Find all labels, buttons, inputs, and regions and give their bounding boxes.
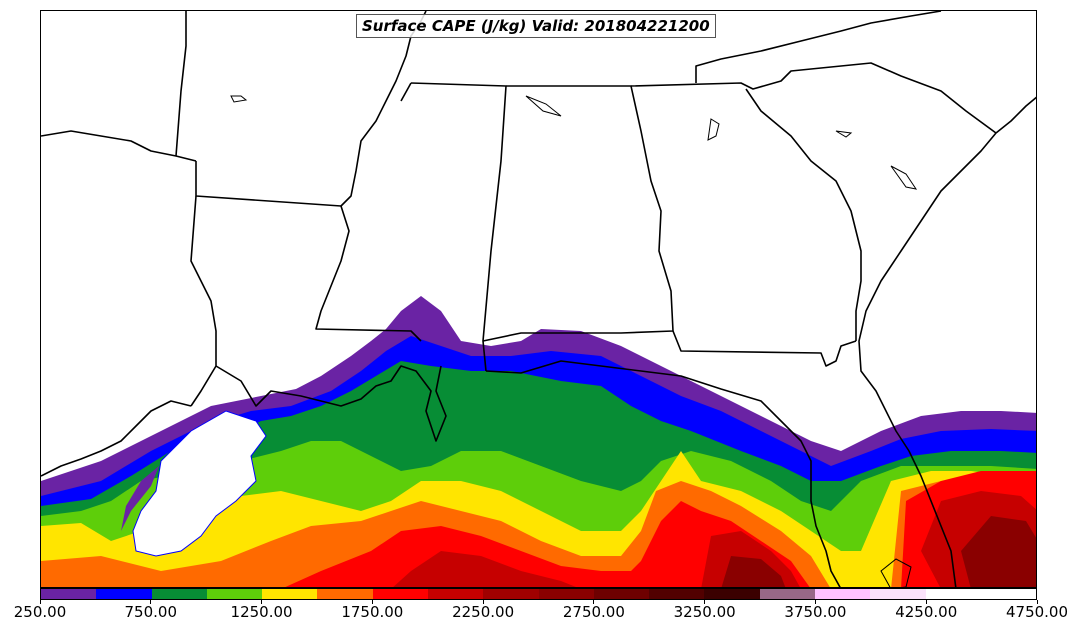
colorbar-swatch <box>593 589 650 599</box>
colorbar-swatch <box>538 589 594 599</box>
colorbar-swatch <box>759 589 815 599</box>
colorbar-swatch <box>980 589 1037 599</box>
colorbar-tick <box>371 600 373 604</box>
colorbar-swatch <box>96 589 152 599</box>
colorbar-tick <box>704 600 706 604</box>
colorbar-tick <box>814 600 816 604</box>
colorbar-swatch <box>372 589 428 599</box>
colorbar-swatch <box>151 589 207 599</box>
colorbar-tick-label: 250.00 <box>13 603 67 621</box>
colorbar-tick-label: 4750.00 <box>1005 603 1069 621</box>
colorbar-tick-label: 2750.00 <box>562 603 625 621</box>
colorbar-tick <box>593 600 595 604</box>
colorbar-tick-label: 1750.00 <box>341 603 404 621</box>
colorbar-tick-label: 4250.00 <box>895 603 958 621</box>
colorbar-tick <box>39 600 41 604</box>
colorbar-tick-label: 2250.00 <box>452 603 515 621</box>
colorbar-swatch <box>317 589 373 599</box>
colorbar-tick <box>1036 600 1038 604</box>
colorbar-swatch <box>262 589 318 599</box>
colorbar-swatch <box>427 589 484 599</box>
cape-contours <box>41 296 1036 587</box>
colorbar-swatch <box>206 589 263 599</box>
cape-band-darkred <box>393 491 1036 587</box>
colorbar-tick-label: 3750.00 <box>784 603 847 621</box>
colorbar-tick <box>150 600 152 604</box>
colorbar-tick <box>925 600 927 604</box>
colorbar-tick-label: 1250.00 <box>230 603 293 621</box>
colorbar-tick-label: 750.00 <box>124 603 178 621</box>
cape-band-maroon <box>721 516 1036 587</box>
colorbar-swatch <box>483 589 539 599</box>
colorbar-swatch <box>704 589 760 599</box>
state-borders <box>41 11 1036 587</box>
map-title: Surface CAPE (J/kg) Valid: 201804221200 <box>356 14 716 38</box>
colorbar-swatch <box>814 589 871 599</box>
colorbar-swatch <box>41 589 97 599</box>
colorbar-swatch <box>925 589 981 599</box>
colorbar-tick <box>261 600 263 604</box>
colorbar-swatch <box>870 589 926 599</box>
cape-map <box>41 11 1036 587</box>
colorbar-tick-label: 3250.00 <box>673 603 736 621</box>
cape-low-pocket <box>132 410 267 557</box>
colorbar-tick <box>482 600 484 604</box>
coastal-features <box>230 95 918 587</box>
colorbar-swatch <box>649 589 705 599</box>
colorbar <box>40 588 1037 600</box>
map-panel <box>40 10 1037 588</box>
